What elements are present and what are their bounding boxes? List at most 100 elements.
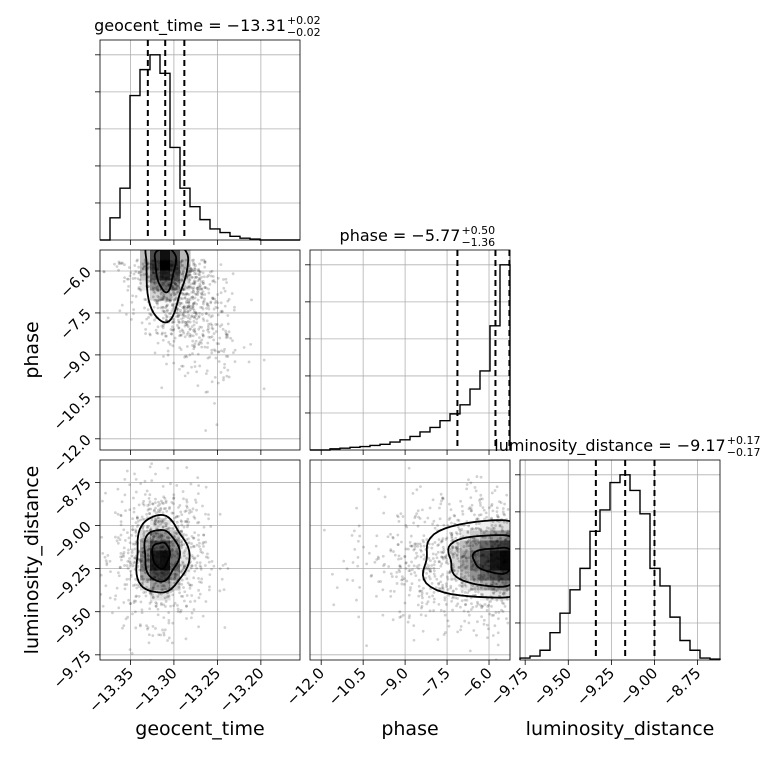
scatter-point [174, 292, 178, 296]
scatter-point [187, 537, 190, 541]
scatter-point [456, 597, 460, 600]
scatter-point [161, 525, 165, 529]
scatter-point [139, 518, 142, 522]
scatter-point [471, 544, 475, 547]
scatter-point [190, 583, 194, 587]
scatter-point [113, 597, 117, 601]
scatter-point [435, 556, 439, 560]
scatter-point [375, 534, 379, 538]
scatter-point [501, 581, 505, 585]
scatter-point [201, 332, 205, 336]
scatter-point [482, 573, 486, 577]
scatter-point [186, 285, 190, 289]
scatter-point [437, 602, 441, 606]
scatter-point [161, 485, 165, 488]
scatter-point [460, 599, 464, 603]
scatter-point [157, 532, 161, 536]
scatter-point [132, 561, 136, 565]
scatter-point [466, 610, 470, 614]
scatter-point [164, 266, 168, 270]
scatter-point [161, 324, 165, 328]
scatter-point [455, 549, 459, 553]
scatter-point [492, 587, 496, 591]
scatter-point [182, 331, 186, 335]
scatter-point [127, 277, 130, 281]
scatter-point [461, 563, 465, 566]
scatter-point [196, 554, 200, 558]
scatter-point [352, 529, 356, 533]
scatter-point [198, 561, 202, 565]
scatter-point [188, 333, 192, 336]
scatter-point [158, 298, 162, 302]
scatter-point [452, 565, 456, 569]
scatter-point [490, 516, 493, 520]
scatter-point [434, 553, 438, 556]
scatter-point [185, 506, 189, 509]
scatter-point [188, 353, 192, 357]
scatter-point [404, 561, 408, 564]
scatter-point [351, 561, 355, 564]
scatter-point [168, 342, 172, 346]
scatter-point [473, 579, 476, 583]
scatter-point [163, 272, 167, 275]
scatter-point [162, 616, 166, 619]
scatter-point [429, 559, 432, 563]
scatter-point [502, 602, 506, 606]
scatter-point [150, 266, 154, 270]
scatter-point [426, 566, 430, 570]
scatter-point [124, 617, 128, 621]
scatter-point [192, 263, 196, 267]
scatter-point [408, 541, 412, 544]
scatter-point [186, 306, 190, 310]
scatter-point [470, 565, 474, 569]
scatter-point [123, 276, 127, 280]
scatter-point [182, 551, 186, 555]
scatter-point [159, 537, 162, 541]
scatter-point [405, 579, 409, 583]
scatter-point [177, 315, 180, 318]
scatter-point [204, 429, 208, 432]
scatter-point [486, 559, 490, 563]
scatter-point [501, 601, 504, 605]
scatter-point [169, 604, 172, 608]
histogram-phase [310, 264, 511, 451]
scatter-point [145, 548, 149, 552]
scatter-point [185, 498, 188, 502]
scatter-point [471, 588, 474, 591]
scatter-point [166, 261, 170, 265]
scatter-point [420, 591, 424, 595]
scatter-point [108, 559, 112, 563]
scatter-point [222, 588, 226, 592]
scatter-point [166, 266, 169, 269]
scatter-point [100, 573, 103, 577]
scatter-point [439, 609, 443, 612]
scatter-point [160, 534, 164, 538]
scatter-point [389, 549, 393, 553]
histogram-geocent_time [100, 54, 300, 241]
scatter-point [157, 535, 161, 539]
scatter-point [438, 506, 441, 510]
scatter-point [164, 276, 167, 280]
scatter-point [152, 280, 156, 284]
scatter-point [492, 565, 496, 569]
scatter-point [425, 572, 429, 575]
scatter-point [383, 562, 386, 566]
scatter-point [503, 592, 507, 595]
scatter-point [453, 552, 457, 555]
scatter-point [204, 485, 208, 489]
density-cell [480, 560, 491, 571]
density-cell [150, 530, 161, 541]
scatter-point [123, 564, 126, 567]
scatter-point [225, 354, 228, 358]
scatter-point [120, 303, 124, 307]
scatter-point [497, 557, 501, 561]
scatter-point [160, 571, 164, 574]
scatter-point [170, 263, 174, 267]
scatter-point [496, 562, 500, 565]
scatter-point [479, 513, 483, 517]
scatter-point [483, 517, 486, 521]
scatter-point [160, 332, 164, 336]
scatter-point [232, 308, 236, 312]
scatter-point [199, 305, 202, 309]
scatter-point [101, 551, 105, 555]
